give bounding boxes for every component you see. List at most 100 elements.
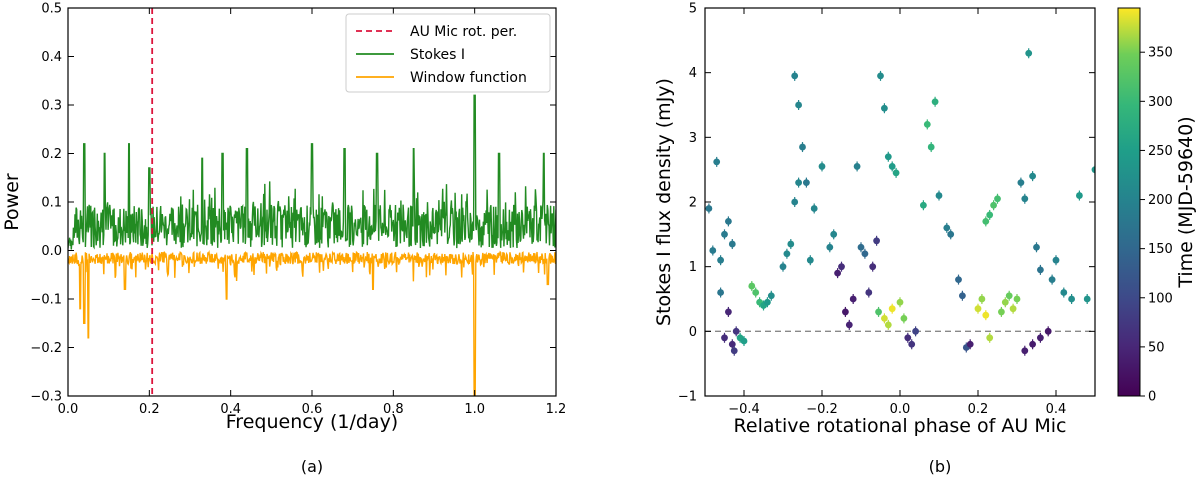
data-point: [725, 308, 732, 316]
data-point: [884, 153, 892, 161]
data-point: [721, 230, 728, 238]
data-point: [927, 143, 935, 151]
y-tick-label: −0.3: [30, 390, 62, 405]
x-tick-label: 1.2: [546, 402, 567, 417]
data-point: [998, 308, 1005, 316]
data-point: [853, 163, 861, 170]
data-point: [1033, 243, 1040, 251]
data-point: [767, 292, 775, 300]
data-point: [912, 327, 919, 335]
data-point: [795, 179, 802, 187]
data-point: [990, 201, 997, 209]
data-point: [849, 295, 857, 303]
data-point: [1029, 172, 1036, 180]
colorbar-tick-label: 300: [1148, 95, 1173, 110]
data-point: [966, 340, 974, 348]
data-point: [908, 340, 916, 348]
data-point: [834, 269, 841, 277]
x-tick-label: 0.6: [302, 402, 323, 417]
colorbar-gradient: [1117, 7, 1141, 397]
panel-a-ylabel: Power: [1, 173, 23, 231]
panel-b-caption: (b): [929, 457, 952, 476]
data-point: [799, 143, 806, 151]
data-point: [1021, 347, 1029, 355]
y-tick-label: 0.3: [41, 99, 62, 114]
panel-b-plot-area: [705, 48, 1095, 356]
data-point: [881, 315, 888, 322]
data-point: [869, 263, 877, 271]
data-point: [861, 250, 869, 258]
data-point: [1037, 334, 1044, 342]
x-tick-label: 0.8: [383, 402, 404, 417]
data-point: [779, 263, 787, 271]
data-point: [730, 347, 738, 355]
data-point: [1029, 340, 1036, 348]
data-point: [888, 163, 896, 170]
colorbar-tick-label: 200: [1148, 193, 1173, 208]
data-point: [1025, 49, 1033, 57]
data-point: [717, 289, 724, 296]
data-point: [881, 104, 888, 112]
data-point: [818, 163, 826, 170]
data-point: [826, 243, 834, 251]
data-point: [748, 282, 756, 290]
data-point: [838, 263, 845, 271]
data-point: [1091, 166, 1095, 174]
data-point: [875, 308, 882, 316]
data-point: [1044, 327, 1052, 335]
colorbar-tick-label: 350: [1148, 46, 1173, 61]
data-point: [1013, 295, 1021, 303]
y-tick-label: 1: [689, 260, 697, 275]
data-point: [896, 298, 904, 306]
data-point: [982, 311, 990, 319]
data-point: [873, 237, 880, 245]
data-point: [1021, 195, 1029, 203]
data-point: [740, 337, 748, 345]
panel-a-xlabel: Frequency (1/day): [226, 411, 398, 433]
colorbar-tick-label: 50: [1148, 340, 1165, 355]
series-line-window-function: [68, 249, 556, 396]
data-point: [920, 201, 927, 209]
data-point: [713, 158, 721, 166]
y-tick-label: 0.4: [41, 50, 62, 65]
data-point: [764, 298, 771, 306]
panel-b-ylabel: Stokes I flux density (mJy): [653, 78, 675, 326]
data-point: [709, 247, 717, 254]
data-point: [783, 250, 791, 258]
data-point: [904, 334, 912, 342]
panel-a-caption: (a): [301, 457, 323, 476]
data-point: [830, 230, 838, 238]
data-point: [728, 240, 736, 248]
panel-b-scatter: −0.4 −0.2 0.0 0.2 0.4 −1 0 1 2 3 4 5 Relative rotat…: [653, 2, 1096, 476]
legend-label-window: Window function: [410, 70, 527, 86]
x-tick-label: 0.0: [890, 402, 911, 417]
panel-a-ticks: 0.0 0.2 0.4 0.6 0.8 1.0 1.2 −0.3 −0.2 −0.1 0.0 0.1 0…: [30, 2, 566, 418]
data-point: [986, 211, 994, 219]
data-point: [935, 192, 943, 199]
data-point: [857, 243, 865, 251]
data-point: [888, 305, 896, 313]
data-point: [1052, 256, 1060, 264]
x-tick-label: −0.2: [806, 402, 838, 417]
data-point: [877, 72, 884, 80]
colorbar-label: Time (MJD-59640): [1175, 116, 1197, 288]
colorbar-ticks: 0 50 100 150 200 250 300 350: [1140, 46, 1173, 405]
y-tick-label: 0.2: [41, 147, 62, 162]
y-tick-label: 5: [689, 2, 697, 17]
data-point: [943, 224, 951, 232]
data-point: [1037, 266, 1044, 274]
data-point: [810, 205, 818, 212]
panel-a-periodogram: 0.0 0.2 0.4 0.6 0.8 1.0 1.2 −0.3 −0.2 −0.1 0.0 0.1 0…: [1, 2, 566, 477]
series-line-stokes-i: [68, 94, 556, 250]
data-point: [791, 72, 799, 80]
data-point: [752, 289, 760, 296]
data-point: [842, 308, 849, 316]
data-point: [1076, 192, 1083, 199]
data-point: [845, 321, 853, 329]
x-tick-label: 0.4: [220, 402, 241, 417]
data-point: [1001, 298, 1009, 306]
data-point: [982, 218, 990, 225]
data-point: [803, 179, 810, 187]
data-point: [947, 230, 955, 238]
